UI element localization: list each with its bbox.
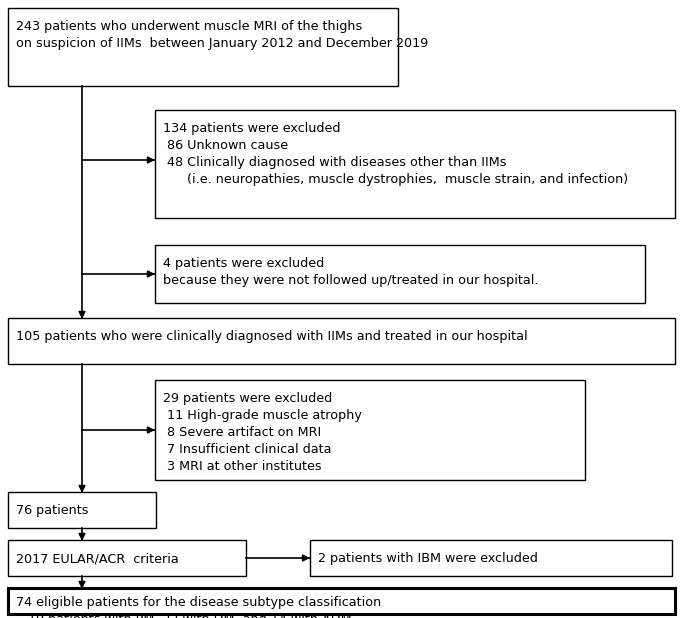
- Bar: [310, 540, 672, 576]
- Bar: [8, 540, 246, 576]
- Text: 29 patients were excluded
 11 High-grade muscle atrophy
 8 Severe artifact on MR: 29 patients were excluded 11 High-grade …: [163, 392, 362, 473]
- Bar: [155, 245, 645, 303]
- Text: 2 patients with IBM were excluded: 2 patients with IBM were excluded: [318, 552, 538, 565]
- Text: 76 patients: 76 patients: [16, 504, 88, 517]
- Bar: [155, 380, 585, 480]
- Text: 4 patients were excluded
because they were not followed up/treated in our hospit: 4 patients were excluded because they we…: [163, 257, 538, 287]
- Bar: [8, 8, 398, 86]
- Bar: [8, 492, 156, 528]
- Bar: [8, 318, 675, 364]
- Text: 105 patients who were clinically diagnosed with IIMs and treated in our hospital: 105 patients who were clinically diagnos…: [16, 330, 527, 343]
- Text: 243 patients who underwent muscle MRI of the thighs
on suspicion of IIMs  betwee: 243 patients who underwent muscle MRI of…: [16, 20, 428, 50]
- Bar: [8, 588, 675, 614]
- Bar: [155, 110, 675, 218]
- Text: 74 eligible patients for the disease subtype classification
   19 patients with : 74 eligible patients for the disease sub…: [16, 596, 382, 618]
- Text: 2017 EULAR/ACR  criteria: 2017 EULAR/ACR criteria: [16, 552, 179, 565]
- Text: 134 patients were excluded
 86 Unknown cause
 48 Clinically diagnosed with disea: 134 patients were excluded 86 Unknown ca…: [163, 122, 628, 186]
